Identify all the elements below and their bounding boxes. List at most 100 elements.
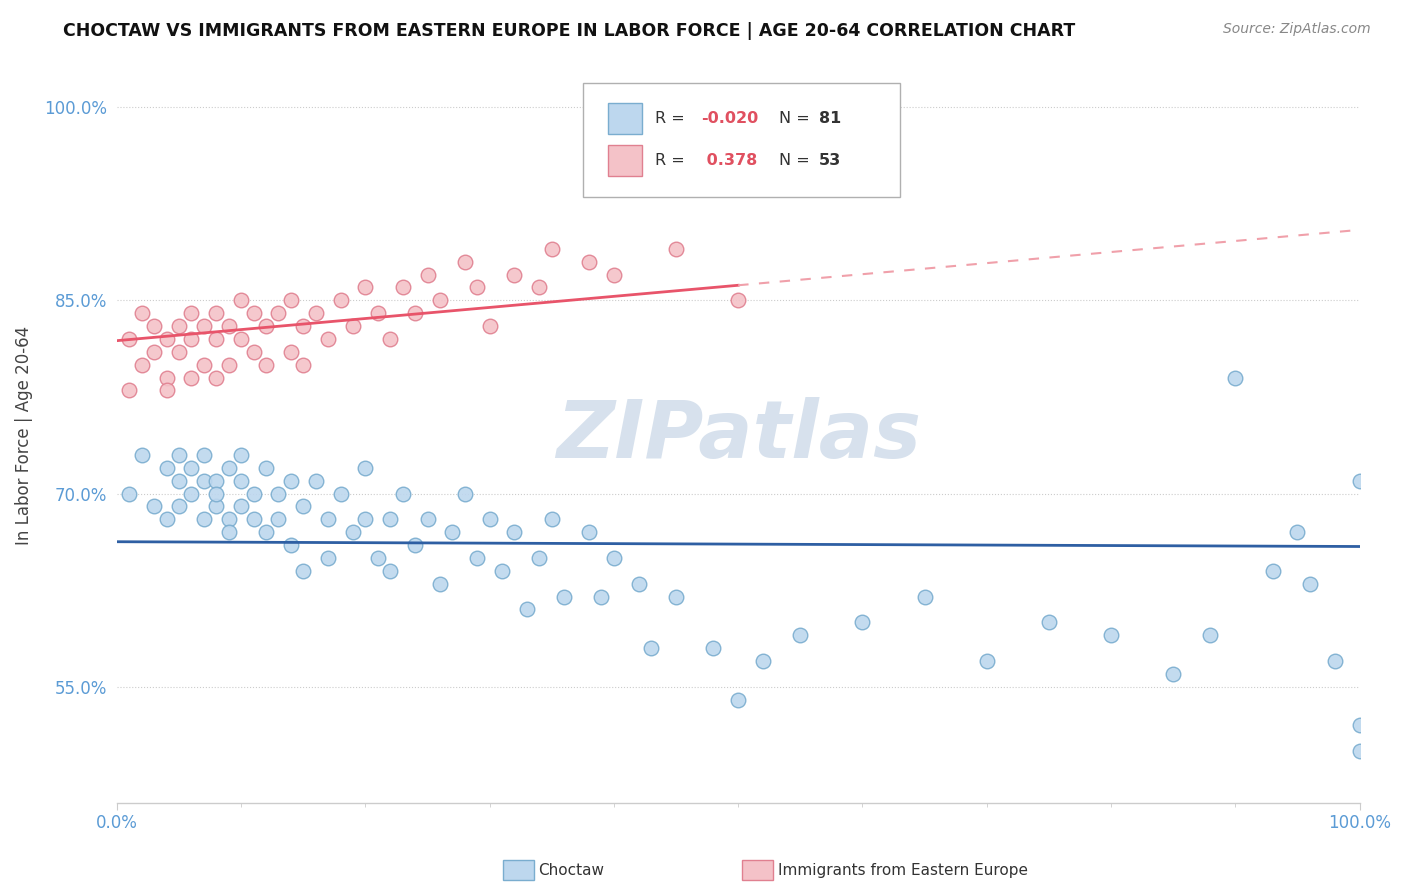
Point — [131, 358, 153, 372]
Point — [603, 550, 626, 565]
Point — [478, 512, 501, 526]
Point — [914, 590, 936, 604]
Point — [205, 370, 228, 384]
Point — [242, 512, 264, 526]
Text: Choctaw: Choctaw — [538, 863, 605, 878]
Point — [1038, 615, 1060, 630]
Point — [380, 564, 402, 578]
Point — [354, 512, 377, 526]
Point — [702, 641, 724, 656]
Point — [976, 654, 998, 668]
Point — [354, 460, 377, 475]
Point — [167, 319, 190, 334]
Point — [267, 486, 290, 500]
Point — [242, 306, 264, 320]
Point — [180, 370, 202, 384]
Point — [155, 512, 177, 526]
Point — [167, 474, 190, 488]
Point — [391, 280, 413, 294]
Text: Immigrants from Eastern Europe: Immigrants from Eastern Europe — [778, 863, 1028, 878]
Point — [229, 293, 252, 308]
Point — [280, 344, 302, 359]
Point — [180, 460, 202, 475]
Point — [578, 525, 600, 540]
Point — [789, 628, 811, 642]
Point — [218, 512, 240, 526]
Text: 81: 81 — [818, 111, 841, 126]
Point — [529, 280, 551, 294]
Text: ZIPatlas: ZIPatlas — [555, 397, 921, 475]
Point — [305, 474, 328, 488]
Point — [205, 332, 228, 346]
Point — [1161, 666, 1184, 681]
Point — [627, 576, 650, 591]
Point — [1286, 525, 1309, 540]
Point — [280, 474, 302, 488]
Point — [540, 512, 562, 526]
Point — [229, 474, 252, 488]
Text: -0.020: -0.020 — [700, 111, 758, 126]
Point — [316, 332, 339, 346]
Point — [553, 590, 575, 604]
Point — [254, 460, 277, 475]
Point — [292, 319, 315, 334]
Point — [292, 358, 315, 372]
Point — [229, 332, 252, 346]
Point — [167, 344, 190, 359]
Point — [416, 268, 439, 282]
Text: R =: R = — [655, 111, 690, 126]
Point — [193, 358, 215, 372]
Point — [429, 293, 451, 308]
Point — [342, 525, 364, 540]
Point — [218, 525, 240, 540]
Point — [429, 576, 451, 591]
Point — [727, 293, 749, 308]
Point — [603, 268, 626, 282]
Point — [205, 486, 228, 500]
Point — [118, 486, 141, 500]
Point — [292, 564, 315, 578]
Point — [1199, 628, 1222, 642]
Point — [851, 615, 873, 630]
Point — [267, 512, 290, 526]
Point — [180, 486, 202, 500]
Point — [441, 525, 464, 540]
Point — [329, 486, 352, 500]
Point — [280, 293, 302, 308]
Point — [1299, 576, 1322, 591]
Point — [1225, 370, 1247, 384]
Point — [380, 332, 402, 346]
Point — [229, 448, 252, 462]
Point — [218, 358, 240, 372]
Point — [143, 319, 166, 334]
Point — [155, 460, 177, 475]
Point — [329, 293, 352, 308]
Point — [143, 344, 166, 359]
Point — [1323, 654, 1346, 668]
Point — [529, 550, 551, 565]
Point — [143, 500, 166, 514]
Point — [205, 474, 228, 488]
Point — [155, 384, 177, 398]
Point — [193, 474, 215, 488]
Point — [640, 641, 662, 656]
Point — [242, 344, 264, 359]
Point — [1261, 564, 1284, 578]
Point — [516, 602, 538, 616]
Point — [665, 590, 688, 604]
Point — [205, 306, 228, 320]
Point — [218, 460, 240, 475]
Text: 0.378: 0.378 — [700, 153, 758, 168]
Point — [254, 358, 277, 372]
Point — [540, 242, 562, 256]
Point — [416, 512, 439, 526]
Point — [465, 550, 488, 565]
Point — [242, 486, 264, 500]
Point — [229, 500, 252, 514]
Bar — [607, 103, 643, 134]
Point — [727, 692, 749, 706]
Point — [503, 268, 526, 282]
Point — [193, 448, 215, 462]
Point — [454, 486, 477, 500]
Text: Source: ZipAtlas.com: Source: ZipAtlas.com — [1223, 22, 1371, 37]
